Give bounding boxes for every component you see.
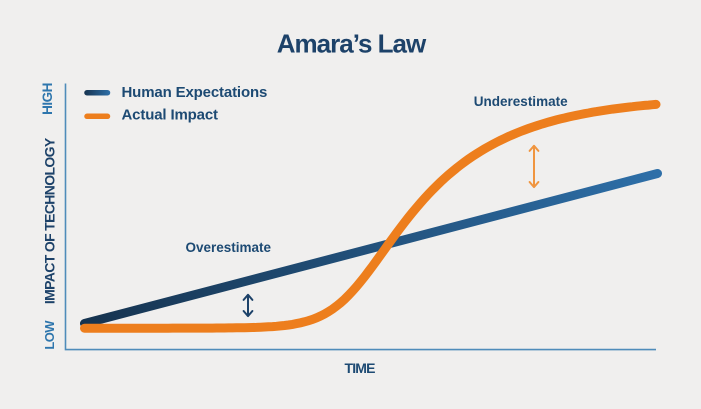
svg-text:HIGH: HIGH <box>40 83 55 115</box>
svg-text:IMPACT OF TECHNOLOGY: IMPACT OF TECHNOLOGY <box>41 137 57 304</box>
svg-text:Human Expectations: Human Expectations <box>122 84 268 101</box>
svg-text:TIME: TIME <box>344 360 375 376</box>
svg-text:Actual Impact: Actual Impact <box>122 107 219 124</box>
svg-text:Overestimate: Overestimate <box>186 240 272 255</box>
svg-text:Underestimate: Underestimate <box>474 94 568 109</box>
svg-text:Amara’s Law: Amara’s Law <box>277 29 427 59</box>
svg-text:LOW: LOW <box>42 320 57 350</box>
